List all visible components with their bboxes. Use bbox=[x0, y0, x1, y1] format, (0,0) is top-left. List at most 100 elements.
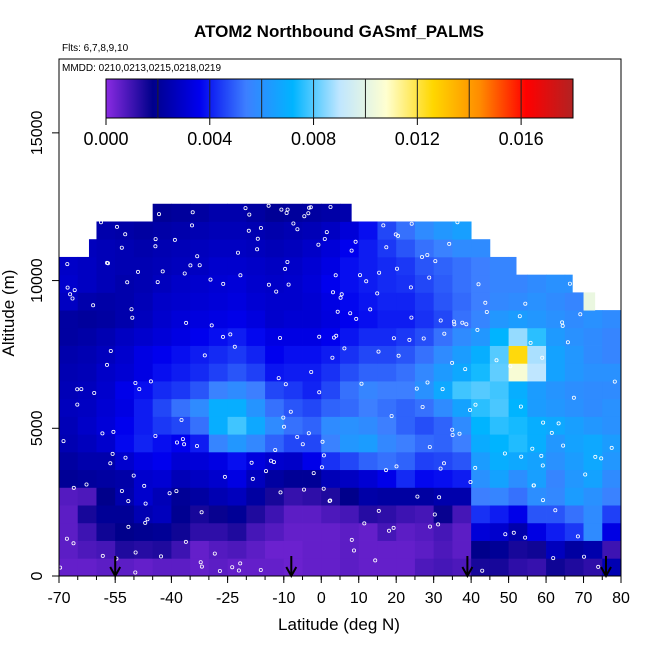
heatmap-cell bbox=[283, 256, 303, 276]
heatmap-cell bbox=[358, 327, 378, 346]
heatmap-cell bbox=[283, 398, 303, 417]
heatmap-cell bbox=[227, 256, 247, 276]
sample-point bbox=[561, 443, 566, 448]
heatmap-cell bbox=[489, 487, 509, 506]
heatmap-cell bbox=[152, 416, 172, 435]
heatmap-cell bbox=[546, 345, 566, 364]
heatmap-cell bbox=[489, 363, 509, 382]
heatmap-cell bbox=[133, 451, 154, 471]
heatmap-cell bbox=[414, 221, 435, 240]
sample-point bbox=[475, 327, 480, 332]
y-axis-label: Altitude (m) bbox=[0, 270, 18, 357]
heatmap-cell bbox=[321, 292, 341, 311]
sample-point bbox=[263, 469, 268, 474]
heatmap-cell bbox=[96, 505, 116, 524]
heatmap-cell bbox=[414, 540, 435, 559]
sample-point bbox=[357, 273, 362, 278]
heatmap-cell bbox=[227, 327, 247, 346]
sample-point bbox=[463, 367, 468, 372]
sample-point bbox=[190, 210, 195, 215]
heatmap-cell bbox=[358, 256, 378, 276]
sample-point bbox=[250, 476, 255, 481]
heatmap-cell bbox=[246, 398, 266, 417]
heatmap-cell bbox=[208, 203, 228, 222]
heatmap-cell bbox=[115, 292, 135, 311]
heatmap-cell bbox=[433, 522, 453, 541]
x-tick-label: -25 bbox=[216, 590, 239, 607]
heatmap-cell bbox=[133, 345, 154, 364]
heatmap-cell bbox=[377, 558, 397, 577]
heatmap-cell bbox=[227, 469, 247, 488]
heatmap-cell bbox=[246, 274, 266, 293]
heatmap-cell bbox=[602, 381, 622, 400]
sample-point bbox=[255, 247, 260, 252]
heatmap-cell bbox=[190, 203, 210, 222]
sample-point bbox=[300, 442, 305, 447]
heatmap-cell bbox=[283, 451, 303, 471]
heatmap-cell bbox=[489, 416, 509, 435]
heatmap-cell bbox=[321, 558, 341, 577]
heatmap-cell bbox=[396, 434, 416, 453]
heatmap-cell bbox=[433, 363, 453, 382]
heatmap-cell bbox=[208, 416, 228, 435]
sample-point bbox=[99, 220, 104, 225]
heatmap-cell bbox=[227, 203, 247, 222]
heatmap-cell bbox=[564, 274, 573, 293]
heatmap-cell bbox=[77, 540, 97, 559]
heatmap-cell bbox=[171, 256, 191, 276]
heatmap-cell bbox=[546, 558, 566, 577]
heatmap-cell bbox=[59, 522, 79, 541]
x-tick-label: 70 bbox=[575, 590, 593, 607]
sample-point bbox=[258, 225, 263, 230]
heatmap-cell bbox=[283, 327, 303, 346]
heatmap-cell bbox=[96, 256, 116, 276]
sample-point bbox=[119, 488, 124, 493]
heatmap-cell bbox=[321, 345, 341, 364]
heatmap-cell bbox=[377, 363, 397, 382]
x-tick-label: 40 bbox=[462, 590, 480, 607]
heatmap-cell bbox=[414, 310, 435, 329]
heatmap-cell bbox=[265, 522, 285, 541]
heatmap-cell bbox=[396, 363, 416, 382]
heatmap-cell bbox=[171, 505, 191, 524]
sample-point bbox=[575, 534, 580, 539]
heatmap-cell bbox=[452, 416, 472, 435]
heatmap-cell bbox=[152, 310, 172, 329]
heatmap-cell bbox=[208, 487, 228, 506]
heatmap-cell bbox=[265, 505, 285, 524]
sample-point bbox=[427, 275, 432, 280]
sample-point bbox=[442, 331, 447, 336]
sample-point bbox=[330, 290, 335, 295]
sample-point bbox=[553, 508, 558, 513]
sample-point bbox=[437, 495, 442, 500]
heatmap-cell bbox=[340, 203, 352, 222]
sample-point bbox=[148, 379, 153, 384]
heatmap-cell bbox=[583, 310, 603, 329]
heatmap-cell bbox=[377, 310, 397, 329]
sample-point bbox=[70, 296, 75, 301]
heatmap-cell bbox=[321, 310, 341, 329]
sample-point bbox=[335, 309, 340, 314]
sample-point bbox=[309, 369, 314, 374]
sample-point bbox=[376, 349, 381, 354]
heatmap-cell bbox=[208, 434, 228, 453]
sample-point bbox=[540, 355, 545, 360]
sample-point bbox=[503, 532, 508, 537]
heatmap-cell bbox=[489, 469, 509, 488]
sample-point bbox=[183, 539, 188, 544]
heatmap-cell bbox=[583, 434, 603, 453]
heatmap-cell bbox=[602, 434, 622, 453]
heatmap-cell bbox=[546, 487, 566, 506]
heatmap-cell bbox=[190, 292, 210, 311]
sample-point bbox=[273, 447, 278, 452]
sample-point bbox=[447, 241, 452, 246]
heatmap-cell bbox=[227, 221, 247, 240]
heatmap-cell bbox=[59, 558, 79, 577]
heatmap-cell bbox=[190, 381, 210, 400]
sample-point bbox=[84, 482, 89, 487]
heatmap-cell bbox=[152, 221, 172, 240]
heatmap-cell bbox=[283, 239, 303, 258]
x-tick-label: 60 bbox=[537, 590, 555, 607]
heatmap-cell bbox=[546, 327, 566, 346]
sample-point bbox=[230, 565, 235, 570]
